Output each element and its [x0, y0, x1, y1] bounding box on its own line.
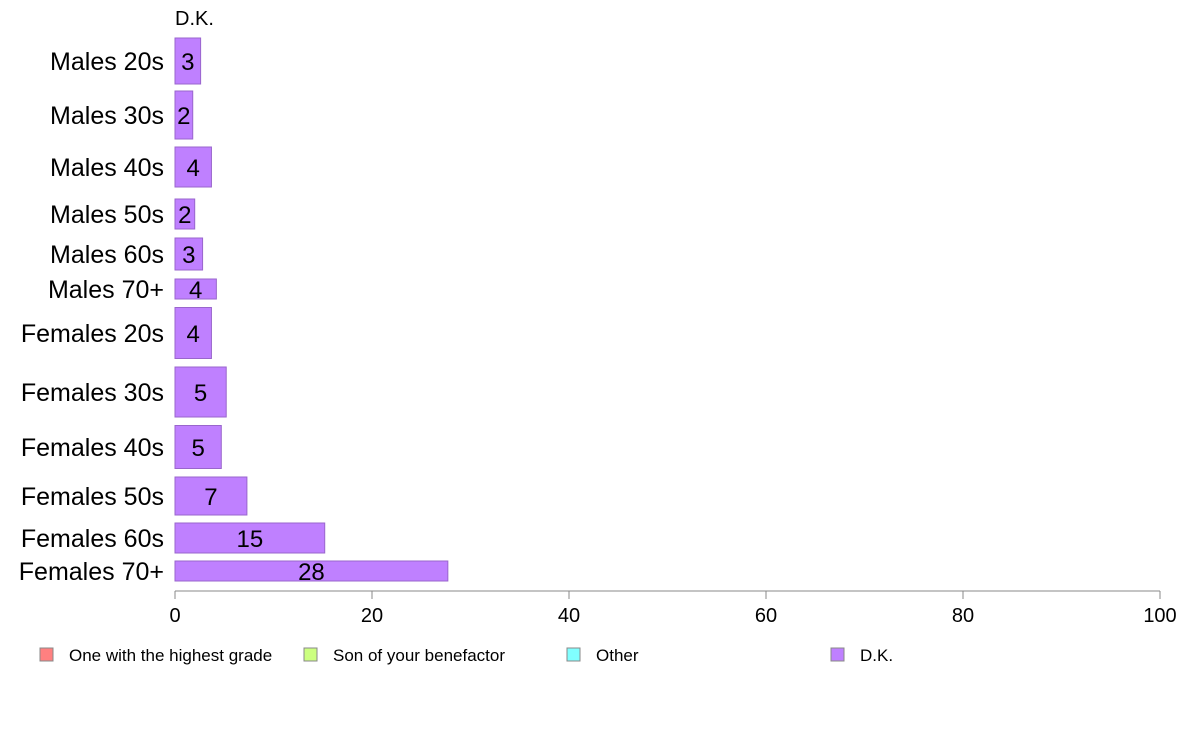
x-tick-label: 20: [361, 605, 383, 627]
bar-3-8: [174, 425, 222, 469]
bars-group: [174, 37, 449, 582]
bar-3-2: [174, 146, 212, 188]
bar-value-label: 4: [187, 321, 200, 348]
legend-swatch: [830, 647, 845, 662]
bar-3-10: [174, 522, 326, 554]
bar-value-label: 7: [204, 484, 217, 511]
bar-value-label: 3: [182, 242, 195, 269]
x-axis: 0 20 40 60 80 100: [169, 590, 1177, 627]
category-label: Females 70+: [19, 558, 164, 586]
bar-value-label: 2: [177, 103, 190, 130]
category-label: Males 50s: [50, 201, 164, 229]
legend: One with the highest grade Son of your be…: [39, 646, 893, 665]
category-label: Females 50s: [21, 483, 164, 511]
bar-value-label: 4: [189, 277, 202, 304]
category-label: Males 60s: [50, 241, 164, 269]
x-tick-label: 100: [1143, 605, 1176, 627]
bar-value-label: 28: [298, 559, 325, 586]
legend-swatch: [566, 647, 581, 662]
x-tick-label: 80: [952, 605, 974, 627]
bar-3-6: [174, 307, 212, 359]
bar-3-3: [174, 198, 196, 230]
bar-value-label: 2: [178, 202, 191, 229]
bar-value-label: 5: [191, 435, 204, 462]
bar-value-label: 3: [181, 49, 194, 76]
x-tick-label: 0: [169, 605, 180, 627]
category-labels: Males 20s Males 30s Males 40s Males 50s Male…: [19, 48, 164, 586]
bar-3-9: [174, 476, 248, 516]
x-tick-label: 40: [558, 605, 580, 627]
bar-3-7: [174, 366, 227, 418]
category-label: Males 40s: [50, 154, 164, 182]
x-tick-label: 60: [755, 605, 777, 627]
bar-3-1: [174, 90, 194, 140]
legend-swatch: [303, 647, 318, 662]
legend-label: One with the highest grade: [69, 646, 272, 665]
category-label: Females 40s: [21, 434, 164, 462]
legend-swatch: [39, 647, 54, 662]
bar-value-label: 5: [194, 380, 207, 407]
category-label: Females 30s: [21, 379, 164, 407]
category-label: Males 20s: [50, 48, 164, 76]
bar-3-0: [174, 37, 202, 85]
bar-3-4: [174, 237, 204, 271]
bar-value-label: 15: [237, 526, 264, 553]
category-label: Males 30s: [50, 102, 164, 130]
series-header: D.K.: [175, 8, 214, 30]
category-label: Males 70+: [48, 276, 164, 304]
bar-3-11: [174, 560, 449, 582]
category-label: Females 20s: [21, 320, 164, 348]
legend-label: Son of your benefactor: [333, 646, 505, 665]
legend-label: D.K.: [860, 646, 893, 665]
bar-value-label: 4: [187, 155, 200, 182]
legend-label: Other: [596, 646, 639, 665]
category-label: Females 60s: [21, 525, 164, 553]
bar-3-5: [174, 278, 217, 300]
